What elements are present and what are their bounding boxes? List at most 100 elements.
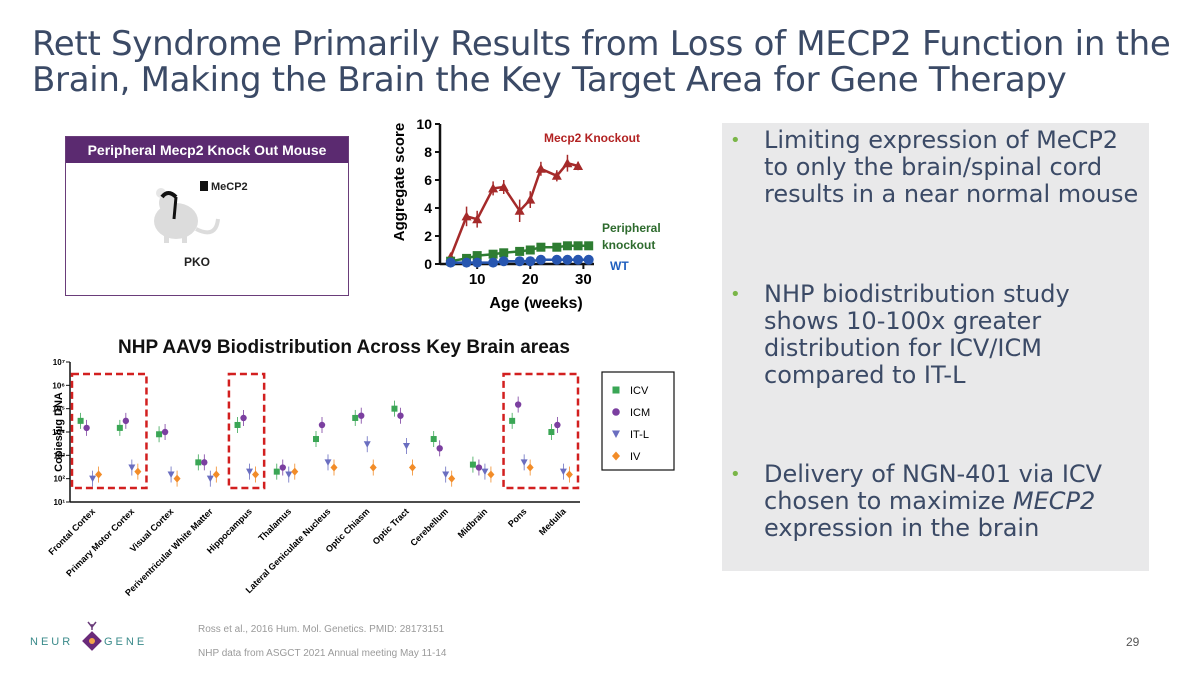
bio-category-label: Cerebellum [408,506,450,548]
bio-point [520,459,528,466]
aggregate-y-tick-label: 0 [424,256,432,272]
bio-point [122,417,130,425]
bullet-1-text: Limiting expression of MeCP2 to only the… [764,126,1139,208]
bio-point [167,471,175,479]
biodistribution-legend: ICV ICM IT-L IV [601,371,675,471]
peripheral-label-text-line-2: knockout [602,238,655,252]
pko-panel-header: Peripheral Mecp2 Knock Out Mouse [66,137,348,163]
bio-y-tick-label: 10⁵ [52,405,65,414]
aggregate-point [488,183,499,193]
bio-point [469,461,476,468]
bio-y-tick-label: 10² [53,475,65,484]
biodistribution-y-label: Copies/µg DNA [53,392,65,472]
bio-point [475,464,483,471]
bullet-3-text-pre: Delivery of NGN-401 via ICV chosen to ma… [764,460,1103,515]
bio-category-label: Medulla [537,506,568,537]
bio-point [509,417,516,424]
bio-point [391,405,398,412]
aggregate-x-tick-label: 20 [522,271,539,288]
bio-point [291,467,299,476]
bio-point [234,421,241,428]
bio-point [173,474,181,483]
bio-point [526,463,534,472]
bio-point [279,464,286,471]
bio-legend-label: ICM [630,407,650,419]
aggregate-point [535,254,546,265]
page-number: 29 [1126,635,1140,649]
bio-point [397,412,404,419]
bio-point [273,468,280,475]
bullet-1: • Limiting expression of MeCP2 to only t… [730,127,1140,208]
aggregate-point [562,158,573,168]
aggregate-point [472,251,482,261]
aggregate-point [461,211,472,221]
bio-point [363,441,371,448]
bio-point [369,463,377,472]
biodistribution-title: NHP AAV9 Biodistribution Across Key Brai… [118,337,570,358]
knockout-label: Mecp2 Knockout [544,131,640,145]
aggregate-point [445,257,456,268]
bio-point [430,436,437,443]
bullet-3-text-emphasis: MECP2 [1012,487,1096,515]
aggregate-point [525,194,536,204]
slide-title-line-1: Rett Syndrome Primarily Results from Los… [32,24,1171,64]
bio-y-tick-label: 10⁴ [52,428,65,437]
aggregate-y-label: Aggregate score [391,123,408,241]
bio-point [240,414,247,422]
bio-category-label: Pons [506,506,529,529]
bio-legend-marker [612,386,620,394]
bio-point [77,417,84,424]
aggregate-point [488,257,499,268]
aggregate-y-tick-label: 6 [424,172,432,188]
aggregate-point [461,257,472,268]
bullet-3: • Delivery of NGN-401 via ICV chosen to … [730,461,1140,542]
bio-point [559,468,567,476]
bio-point [358,412,365,419]
bio-category-label: Primary Motor Cortex [64,506,136,578]
aggregate-point [515,246,525,256]
aggregate-point [498,256,509,267]
bio-point [83,424,90,432]
bio-legend-marker [612,430,620,438]
aggregate-point [525,245,535,255]
peripheral-label-text: Peripheral [602,221,661,235]
bio-y-tick-label: 10⁷ [53,358,65,367]
aggregate-y-tick-label: 8 [424,144,432,160]
aggregate-point [535,163,546,173]
bullet-dot: • [730,130,741,151]
bio-point [195,459,202,466]
bio-point [481,468,489,476]
bio-point [565,470,573,479]
bio-category-label: Thalamus [256,506,293,543]
mouse-illustration [154,188,220,243]
highlight-box [70,372,148,490]
slide-title: Rett Syndrome Primarily Results from Los… [32,26,1172,98]
bio-point [402,443,410,450]
bio-point [206,475,214,483]
mecp2-legend-swatch [200,181,208,191]
aggregate-point [551,254,562,265]
logo-text-left: NEUR [30,636,73,648]
bio-point [408,463,416,472]
bio-y-tick-label: 10³ [53,451,65,460]
aggregate-point [488,249,498,259]
bio-legend-label: IV [630,451,641,463]
bio-point [212,470,220,479]
logo-text-right: GENE [104,636,147,648]
bullet-2: • NHP biodistribution study shows 10-100… [730,281,1140,389]
bio-point [201,459,208,466]
aggregate-point [551,170,562,180]
bio-point [89,475,97,483]
bullet-3-text-post: expression in the brain [764,514,1040,542]
aggregate-point [562,254,573,265]
aggregate-y-tick-label: 2 [424,228,432,244]
aggregate-y-tick-label: 4 [424,200,432,216]
bio-point [313,436,319,443]
pko-panel: Peripheral Mecp2 Knock Out Mouse MeCP2 P… [65,136,349,296]
aggregate-point [472,257,483,268]
bullet-3-text: Delivery of NGN-401 via ICV chosen to ma… [764,461,1140,542]
reference-1: Ross et al., 2016 Hum. Mol. Genetics. PM… [198,624,445,635]
bio-point [487,470,495,479]
slide-title-line-2: Brain, Making the Brain the Key Target A… [32,60,1067,100]
